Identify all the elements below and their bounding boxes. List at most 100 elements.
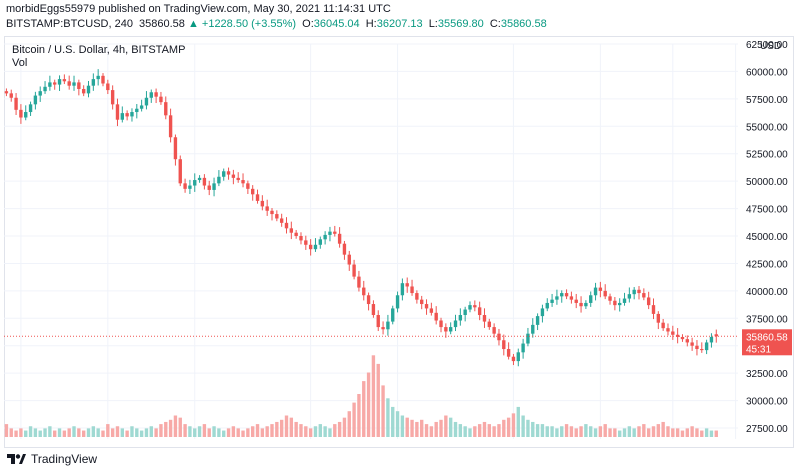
volume-bar (400, 415, 405, 437)
candle-body (57, 79, 62, 85)
candle-body (376, 315, 380, 328)
candle-body (661, 322, 665, 329)
candle-body (96, 75, 100, 80)
candle-body (48, 82, 52, 87)
candle-body (328, 231, 332, 235)
price-axis: 62500.00 60000.00 57500.00 55000.00 52500.00… (746, 40, 788, 435)
volume-bar (366, 372, 371, 437)
tradingview-icon (7, 454, 26, 464)
volume-bar (511, 413, 516, 437)
candle-body (564, 293, 569, 297)
candle-body (255, 194, 260, 201)
candle-body (144, 97, 149, 106)
volume-bar (463, 426, 467, 437)
volume-bar (231, 426, 236, 437)
candle-body (637, 289, 641, 294)
candle-body (188, 185, 192, 189)
chart-frame[interactable] (4, 36, 794, 448)
volume-bar (458, 424, 463, 437)
volume-bar (337, 421, 342, 437)
volume-bar (579, 426, 583, 437)
volume-bar (265, 426, 269, 437)
price-chart[interactable]: 62500.00 60000.00 57500.00 55000.00 52500.00… (0, 36, 800, 448)
candle-body (207, 185, 211, 190)
candle-body (405, 283, 409, 287)
y-tick-label: 42500.00 (746, 259, 788, 270)
candle-body (613, 300, 617, 306)
candle-body (28, 104, 33, 113)
candle-body (695, 345, 699, 350)
candle-body (197, 177, 202, 181)
volume-bar (125, 430, 129, 437)
candle-body (313, 244, 318, 250)
low-label: L: (428, 18, 438, 30)
volume-bar (81, 430, 86, 437)
volume-bar (506, 417, 511, 437)
y-tick-label: 32500.00 (746, 369, 788, 380)
y-tick-label: 52500.00 (746, 150, 788, 161)
candle-body (154, 92, 158, 97)
volume-bar (714, 430, 718, 437)
candle-body (627, 294, 632, 299)
volume-bar (159, 424, 163, 437)
candle-body (448, 327, 453, 332)
volume-bar (589, 426, 593, 437)
candle-body (463, 309, 467, 316)
candle-body (24, 112, 28, 118)
y-tick-label: 57500.00 (746, 95, 788, 106)
volume-bar (574, 428, 578, 437)
volume-bar (371, 355, 376, 437)
candle-body (14, 97, 18, 110)
volume-bar (608, 428, 612, 437)
candle-body (308, 244, 313, 250)
candle-body (453, 320, 458, 328)
candle-body (337, 233, 342, 244)
candle-body (33, 95, 38, 105)
candle-body (429, 308, 434, 313)
candle-body (43, 86, 47, 92)
tradingview-logo[interactable]: TradingView (6, 452, 97, 466)
candle-body (115, 104, 120, 120)
volume-bar (444, 415, 448, 437)
volume-bar (502, 419, 506, 437)
candle-body (294, 232, 298, 237)
volume-bar (106, 424, 110, 437)
volume-bar (453, 421, 458, 437)
volume-bar (48, 426, 52, 437)
volume-bar (149, 426, 153, 437)
volume-bar (661, 421, 665, 437)
y-tick-label: 45000.00 (746, 232, 788, 243)
volume-bar (217, 428, 221, 437)
candle-body (468, 305, 472, 310)
candle-body (193, 180, 197, 186)
volume-bar (178, 417, 182, 437)
volume-bar (251, 426, 255, 437)
candle-body (492, 327, 496, 334)
candle-body (410, 286, 414, 294)
volume-bar (627, 426, 632, 437)
y-tick-label: 62500.00 (746, 40, 788, 51)
candle-body (709, 336, 714, 343)
candle-body (159, 96, 163, 103)
volume-bar (246, 428, 250, 437)
candle-body (400, 283, 405, 296)
candle-body (502, 340, 506, 350)
change-value: ▲ +1228.50 (+3.55%) (187, 18, 297, 30)
volume-bar (294, 421, 298, 437)
candle-body (603, 290, 607, 297)
candle-body (424, 304, 429, 309)
candle-body (560, 293, 564, 297)
candle-body (526, 333, 530, 344)
volume-bar (516, 406, 520, 437)
close-label: C: (489, 18, 501, 30)
volume-bar (328, 428, 332, 437)
candle-body (579, 302, 583, 307)
candle-body (120, 113, 124, 120)
volume-bar (101, 430, 105, 437)
volume-bar (468, 428, 472, 437)
volume-bar (531, 421, 535, 437)
candle-body (275, 214, 279, 219)
volume-bar (564, 424, 569, 437)
candle-body (106, 83, 110, 91)
candle-body (473, 305, 477, 308)
